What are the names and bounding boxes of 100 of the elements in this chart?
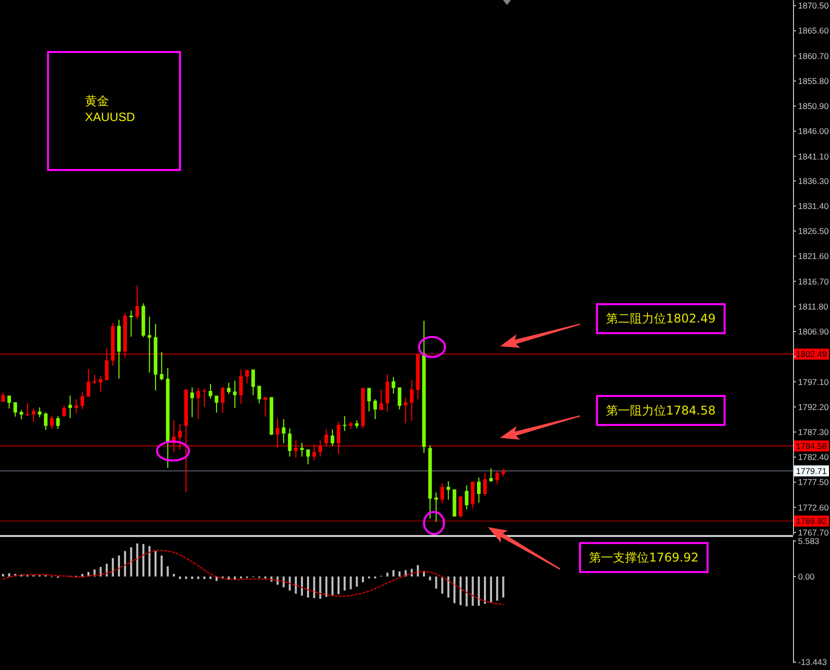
candlestick xyxy=(178,423,182,450)
line-series xyxy=(2,550,504,606)
y-tick-label: 1826.50 xyxy=(798,226,829,236)
bar xyxy=(398,571,401,577)
y-tick-label: 1811.80 xyxy=(798,301,828,312)
candlestick xyxy=(458,496,462,518)
candlestick xyxy=(20,409,24,420)
candlestick xyxy=(220,386,224,414)
bar xyxy=(435,576,438,589)
y-tick-label: -13.443 xyxy=(798,657,828,667)
y-tick-label: 1855.80 xyxy=(798,76,829,86)
candlestick xyxy=(50,415,54,430)
bar xyxy=(2,574,4,577)
bar xyxy=(112,558,114,577)
bar xyxy=(502,576,504,598)
candlestick xyxy=(86,368,90,398)
y-tick-label: 1792.20 xyxy=(798,402,829,412)
bar xyxy=(362,576,364,582)
candlestick xyxy=(56,416,60,430)
candlestick xyxy=(410,380,414,422)
bar xyxy=(416,565,419,577)
y-tick-label: 1865.60 xyxy=(798,26,829,36)
candlestick xyxy=(98,376,102,392)
bar xyxy=(484,576,486,604)
bar xyxy=(197,576,200,580)
ref-line-label: 1802.49 xyxy=(796,349,827,360)
candlestick xyxy=(92,374,96,384)
bar xyxy=(453,576,456,604)
y-tick-label: 1806.90 xyxy=(798,326,829,337)
candlestick xyxy=(226,382,231,395)
candlestick xyxy=(7,395,11,409)
candlestick xyxy=(276,418,280,448)
ref-line-label: 1784.58 xyxy=(796,440,827,451)
bar xyxy=(490,576,492,603)
bar xyxy=(300,576,303,596)
candlestick xyxy=(330,428,334,446)
candlestick xyxy=(135,284,140,320)
candlestick xyxy=(245,369,249,384)
bar xyxy=(307,576,310,598)
annotation: 第一支撑位1769.92 xyxy=(589,550,699,565)
ref-line-label: 1779.71 xyxy=(796,466,827,476)
y-tick-label: 1831.40 xyxy=(798,201,829,212)
y-tick-label: 5.583 xyxy=(798,536,820,546)
candlestick xyxy=(148,316,152,374)
candlestick xyxy=(282,418,286,444)
ref-line-label: 1769.92 xyxy=(796,516,827,526)
bar xyxy=(148,546,150,577)
y-tick-label: 1841.10 xyxy=(798,151,829,162)
candlestick xyxy=(379,388,384,410)
y-tick-label: 0.00 xyxy=(798,572,815,582)
text: XAUUSD xyxy=(85,110,136,124)
bar xyxy=(166,566,169,577)
bar xyxy=(350,576,352,590)
bar xyxy=(118,556,120,577)
bar xyxy=(392,570,394,577)
candlestick xyxy=(312,444,316,461)
candlestick xyxy=(367,387,371,412)
candlestick xyxy=(190,386,194,418)
candlestick xyxy=(251,368,255,396)
bar xyxy=(478,576,480,606)
candlestick xyxy=(233,380,237,408)
bar xyxy=(100,566,102,577)
bar xyxy=(142,544,144,577)
bar xyxy=(466,576,468,606)
candlestick xyxy=(392,376,396,394)
y-tick-label: 1772.60 xyxy=(798,502,829,512)
candlestick xyxy=(257,385,262,404)
candlestick xyxy=(26,402,30,417)
bar xyxy=(447,576,450,598)
candlestick xyxy=(342,416,346,432)
annotation: 第一阻力位1784.58 xyxy=(606,403,716,418)
bar xyxy=(191,576,194,580)
y-tick-label: 1836.30 xyxy=(798,176,829,186)
candlestick xyxy=(288,428,292,458)
y-tick-label: 1777.50 xyxy=(798,477,829,488)
candlestick xyxy=(324,428,328,446)
bar xyxy=(185,576,188,580)
bar xyxy=(294,576,297,594)
candlestick xyxy=(300,442,304,458)
candlestick xyxy=(1,392,5,402)
bar xyxy=(319,576,322,599)
candlestick xyxy=(306,448,310,465)
candlestick xyxy=(129,310,133,338)
text: 黄金 xyxy=(85,94,109,108)
bar xyxy=(496,576,498,601)
bar xyxy=(344,576,346,590)
candlestick xyxy=(398,386,402,410)
candlestick xyxy=(446,480,450,500)
candlestick xyxy=(483,472,487,497)
candlestick xyxy=(264,396,268,418)
bar xyxy=(460,576,462,606)
candlestick xyxy=(373,398,377,420)
bar xyxy=(136,543,138,577)
candlestick xyxy=(32,408,36,422)
candlestick xyxy=(294,440,298,458)
bar xyxy=(313,576,316,598)
y-tick-label: 1782.40 xyxy=(798,452,829,462)
candlestick xyxy=(489,468,493,482)
y-tick-label: 1846.00 xyxy=(798,126,829,136)
y-tick-label: 1797.10 xyxy=(798,376,829,387)
